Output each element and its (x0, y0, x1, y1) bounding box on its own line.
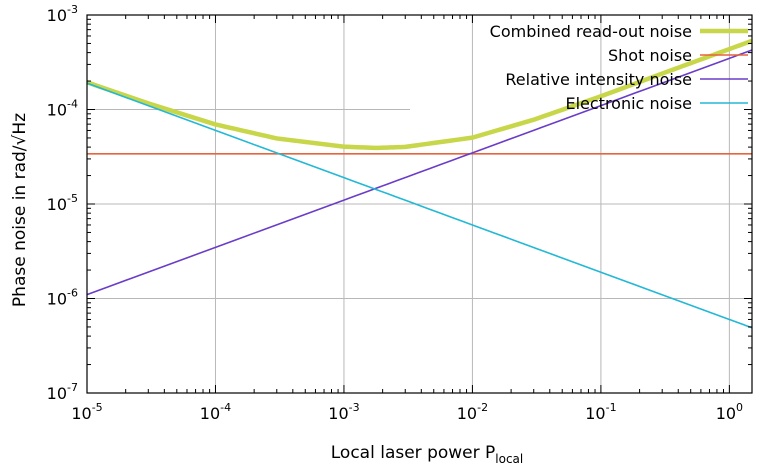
x-tick-label: 10-3 (328, 401, 359, 423)
x-tick-label: 10-4 (200, 401, 231, 423)
x-tick-label: 100 (716, 401, 743, 423)
legend-label-combined-read-out-noise: Combined read-out noise (490, 22, 692, 41)
y-axis-title: Phase noise in rad/√Hz (10, 113, 30, 307)
y-tick-label: 10-5 (47, 192, 78, 214)
legend-label-electronic-noise: Electronic noise (565, 94, 692, 113)
series-line-electronic-noise (87, 82, 752, 329)
x-axis-title-subscript: local (495, 452, 523, 466)
y-tick-label: 10-6 (47, 287, 78, 309)
y-tick-label: 10-7 (47, 381, 78, 403)
series-line-combined-read-out-noise (87, 38, 752, 151)
y-tick-label: 10-4 (47, 98, 78, 120)
x-axis-title: Local laser power Plocal (331, 443, 523, 466)
legend: Combined read-out noise Shot noise Relativ… (490, 22, 748, 113)
tick-layer: 10-5 10-4 10-3 10-2 10-1 100 10-7 10-6 10-5 10-4 1… (47, 3, 752, 423)
x-tick-label: 10-2 (457, 401, 488, 423)
y-tick-label: 10-3 (47, 3, 78, 25)
x-tick-label: 10-5 (71, 401, 102, 423)
legend-label-relative-intensity-noise: Relative intensity noise (505, 70, 692, 89)
x-tick-label: 10-1 (585, 401, 616, 423)
legend-label-shot-noise: Shot noise (608, 46, 692, 65)
grid-layer (87, 15, 752, 393)
